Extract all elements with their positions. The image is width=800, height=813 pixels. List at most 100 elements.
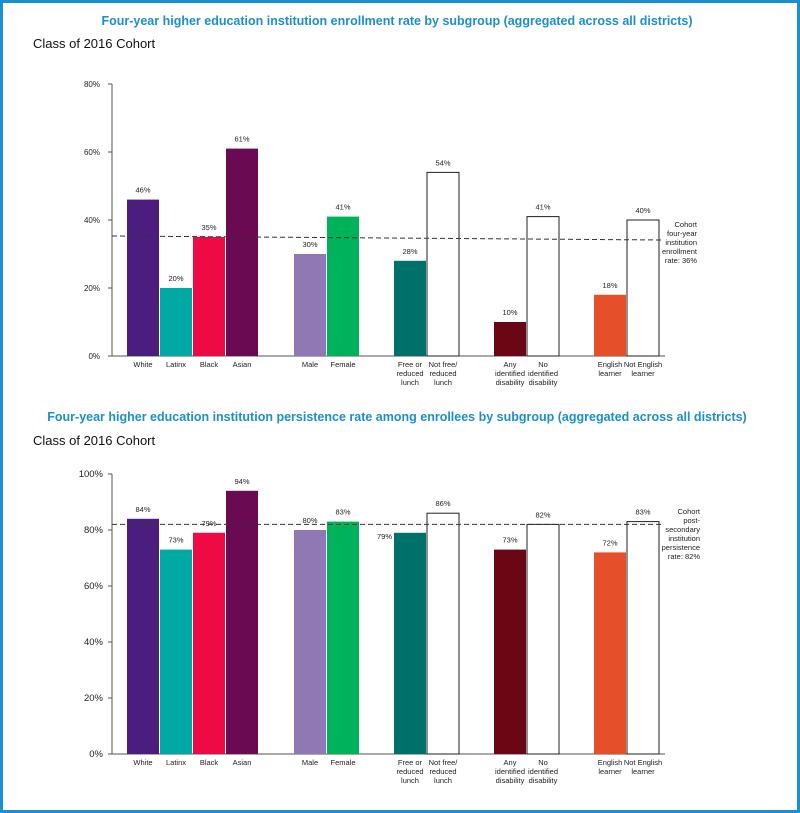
category-label: Not English [624,758,662,767]
bar-white [127,518,159,754]
category-label: Any [504,758,517,767]
y-tick-label: 20% [84,284,100,293]
bar-no-identified-disability [526,216,560,357]
bar-black [193,237,225,356]
bar-latinx [160,288,192,356]
bar-value-label: 20% [168,274,183,283]
bar-not-english-learner [626,521,660,755]
bar-value-label: 86% [435,499,450,508]
bar-value-label: 41% [535,203,550,212]
category-label: Black [200,360,219,369]
bar-value-label: 82% [535,510,550,519]
category-label: Not free/ [429,360,459,369]
bar-free-or-reduced-lunch [394,532,426,754]
bar-male [294,530,326,754]
bar-value-label: 79% [377,532,392,541]
category-label: No [538,360,548,369]
y-tick-label: 20% [84,693,104,704]
bar-female [327,216,359,356]
category-label: identified [495,369,525,378]
bar-any-identified-disability [494,322,526,356]
bar-not-english-learner [626,219,660,357]
y-tick-label: 0% [89,749,103,760]
bar-value-label: 30% [302,240,317,249]
category-label: disability [529,378,558,387]
category-label: disability [496,776,525,785]
category-label: Female [330,758,355,767]
bar-value-label: 54% [435,158,450,167]
reference-line-label: persistence [662,543,700,552]
bar-english-learner [594,552,626,754]
reference-line-label: secondary [665,525,700,534]
category-label: reduced [396,767,423,776]
bar-value-label: 80% [302,516,317,525]
reference-line-label: four-year [667,229,698,238]
category-label: Male [302,360,318,369]
y-tick-label: 60% [84,581,104,592]
category-label: Not free/ [429,758,459,767]
bar-value-label: 46% [135,186,150,195]
bar-black [193,532,225,754]
reference-line-label: enrollment [662,247,698,256]
category-label: reduced [429,369,456,378]
y-tick-label: 0% [88,352,100,361]
bar-value-label: 83% [635,508,650,517]
bar-male [294,254,326,356]
category-label: identified [528,369,558,378]
bar-not-free-reduced-lunch [426,512,460,755]
category-label: reduced [396,369,423,378]
y-tick-label: 40% [84,216,100,225]
category-label: lunch [401,378,419,387]
bar-value-label: 73% [502,536,517,545]
category-label: English [598,758,623,767]
persistence-rate-chart: 0% 20% 40% 60% 80% 100% 84% White 73% Latinx 79% Bl… [79,469,701,785]
y-tick-label: 100% [79,469,104,480]
reference-line-label: rate: 82% [668,552,700,561]
category-label: learner [598,767,622,776]
chart-2-title: Four-year higher education institution p… [47,410,747,424]
category-label: Male [302,758,318,767]
y-tick-label: 80% [84,80,100,89]
category-label: reduced [429,767,456,776]
reference-line-label: rate: 36% [665,256,697,265]
category-label: disability [529,776,558,785]
category-label: White [133,360,152,369]
category-label: Free or [398,758,423,767]
category-label: Free or [398,360,423,369]
chart-2-subtitle: Class of 2016 Cohort [33,433,156,448]
category-label: disability [496,378,525,387]
category-label: Black [200,758,219,767]
category-label: English [598,360,623,369]
category-label: lunch [401,776,419,785]
bar-value-label: 35% [201,223,216,232]
reference-line-label: institution [668,534,700,543]
category-label: Not English [624,360,662,369]
bar-value-label: 41% [335,203,350,212]
bar-latinx [160,549,192,754]
bar-value-label: 83% [335,508,350,517]
bar-value-label: 73% [168,536,183,545]
bar-value-label: 10% [502,308,517,317]
chart-1-title: Four-year higher education institution e… [101,14,693,28]
category-label: lunch [434,776,452,785]
bar-asian [226,148,258,356]
category-label: Latinx [166,758,186,767]
bar-value-label: 28% [402,247,417,256]
reference-line [111,235,665,241]
bar-asian [226,490,258,754]
enrollment-rate-chart: 0% 20% 40% 60% 80% 46% White 20% Latinx 35% Black 6… [84,80,698,387]
bar-value-label: 79% [201,519,216,528]
category-label: learner [631,767,655,776]
category-label: Latinx [166,360,186,369]
category-label: identified [495,767,525,776]
category-label: No [538,758,548,767]
reference-line-label: post- [683,516,700,525]
y-tick-label: 60% [84,148,100,157]
bar-white [127,199,159,356]
category-label: White [133,758,152,767]
bar-no-identified-disability [526,523,560,755]
reference-line-label: Cohort [677,507,700,516]
bar-value-label: 84% [135,505,150,514]
category-label: lunch [434,378,452,387]
bar-value-label: 72% [602,538,617,547]
